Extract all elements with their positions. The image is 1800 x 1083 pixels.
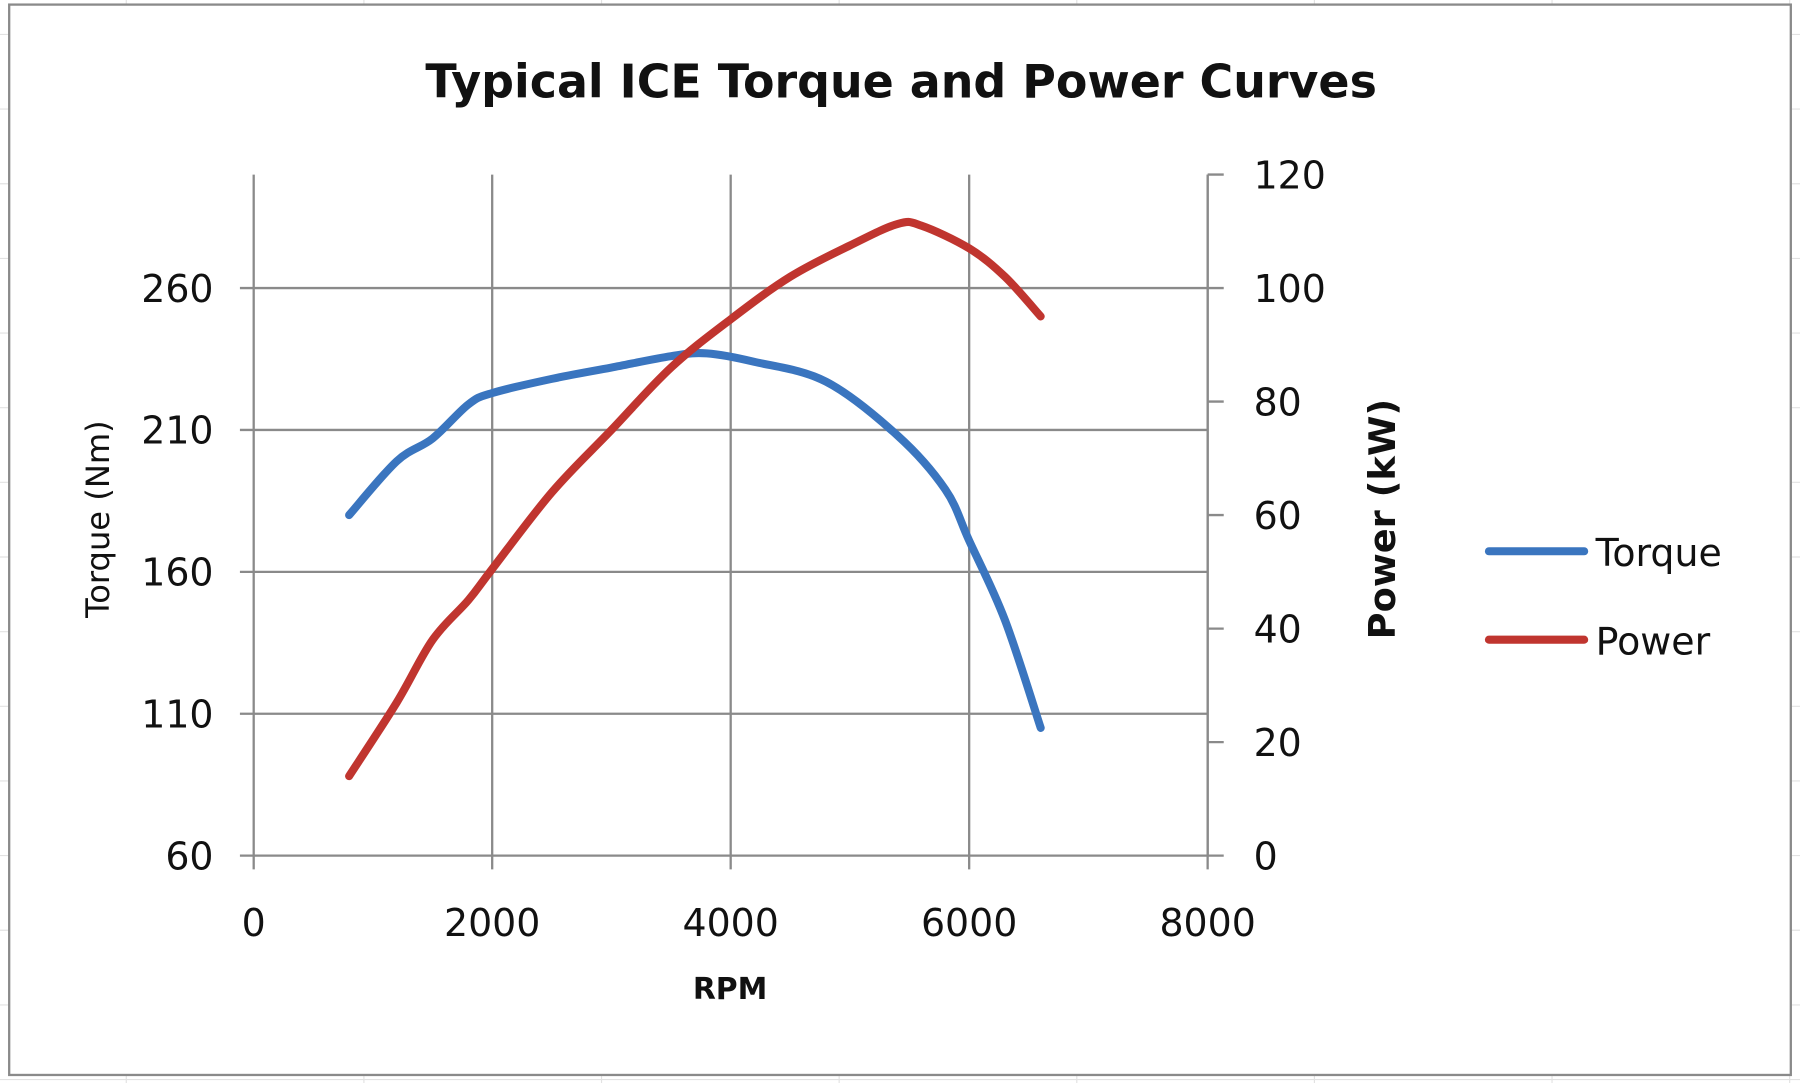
- legend: Torque Power: [1484, 531, 1722, 664]
- y2-tick-label: 0: [1254, 834, 1278, 878]
- legend-label-torque: Torque: [1595, 531, 1722, 575]
- y-tick-label: 160: [141, 551, 213, 595]
- y2-tick-label: 60: [1254, 494, 1302, 538]
- y-tick-label: 60: [165, 834, 213, 878]
- x-tick-label: 8000: [1159, 901, 1255, 945]
- y-axis-label: Torque (Nm): [79, 420, 117, 619]
- chart-area: [8, 3, 1792, 1077]
- y2-tick-label: 20: [1254, 721, 1302, 765]
- x-axis-label: RPM: [693, 972, 768, 1007]
- y2-tick-label: 120: [1254, 153, 1326, 197]
- x-tick-label: 4000: [682, 901, 778, 945]
- legend-label-power: Power: [1596, 620, 1711, 664]
- x-tick-label: 0: [242, 901, 266, 945]
- y2-tick-label: 100: [1254, 267, 1326, 311]
- y2-axis-label: Power (kW): [1361, 399, 1404, 640]
- series-line-power: [345, 217, 1045, 781]
- y2-tick-label: 40: [1254, 607, 1302, 651]
- series-group: [345, 217, 1045, 781]
- x-tick-label: 6000: [921, 901, 1017, 945]
- y-tick-label: 260: [141, 267, 213, 311]
- y-tick-label: 110: [141, 692, 213, 736]
- chart-title: Typical ICE Torque and Power Curves: [425, 55, 1376, 109]
- gridlines: [239, 173, 1224, 870]
- y2-tick-label: 80: [1254, 380, 1302, 424]
- tick-labels: 0 2000 4000 6000 8000 60 110 160 210 260 0 20 40 60 80…: [141, 153, 1326, 945]
- y-tick-label: 210: [141, 409, 213, 453]
- x-tick-label: 2000: [444, 901, 540, 945]
